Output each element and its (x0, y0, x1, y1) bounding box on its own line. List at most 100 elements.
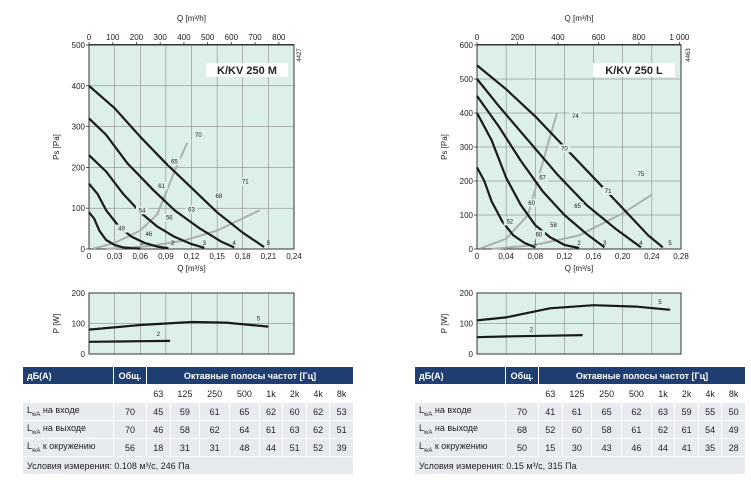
cell: 31 (169, 438, 201, 457)
top-tick-label: 400 (551, 33, 565, 42)
cell: 41 (538, 402, 563, 421)
y-tick-label: 300 (460, 143, 474, 152)
table-row: LwA на выходе 70 46 58 62 64 61 63 62 51 (22, 420, 354, 439)
top-axis-title: Q [m³/h] (565, 14, 594, 23)
annotation-bg (192, 130, 205, 139)
band-label: 8k (721, 384, 746, 403)
power-axis-title: P [W] (440, 314, 449, 333)
band-label: 1k (258, 384, 284, 403)
noise-annotation: 65 (574, 204, 581, 210)
power-y-tick-label: 100 (72, 320, 86, 329)
chart-code: 4463 (686, 48, 692, 62)
annotation-bg (532, 230, 545, 239)
noise-annotation: 56 (166, 216, 173, 222)
fan-curve-4 (88, 117, 235, 249)
cell: 62 (258, 402, 284, 421)
cell: 18 (146, 438, 171, 457)
cell: 63 (650, 402, 676, 421)
annotation-bg (239, 177, 252, 186)
y-tick-label: 500 (72, 41, 86, 50)
top-tick-label: 800 (272, 33, 286, 42)
power-curve-label: 2 (530, 327, 534, 333)
power-axis-title: P [W] (52, 314, 61, 333)
top-axis-title: Q [m³/h] (177, 14, 206, 23)
annotation-bg (536, 173, 549, 182)
cell: 43 (591, 438, 623, 457)
cell: 52 (538, 420, 563, 439)
annotation-bg (163, 213, 176, 222)
curve-label: 2 (577, 241, 581, 247)
row-label: LwA на выходе (414, 420, 506, 439)
y-tick-label: 300 (72, 123, 86, 132)
x-tick-label: 0,04 (498, 252, 514, 261)
band-label: 125 (169, 384, 201, 403)
annotation-bg (142, 229, 155, 238)
y-tick-label: 500 (460, 75, 474, 84)
fan-curve-1 (476, 166, 536, 249)
x-tick-label: 0 (475, 252, 480, 261)
curve-label: 3 (603, 241, 607, 247)
table-row: LwA на входе 70 41 61 65 62 63 59 55 50 (414, 402, 746, 421)
cell: 46 (621, 438, 652, 457)
table-row: LwA на выходе 68 52 60 58 61 62 61 54 49 (414, 420, 746, 439)
noise-annotation: 70 (195, 133, 202, 139)
band-label: 2k (674, 384, 699, 403)
cell: 62 (621, 402, 652, 421)
cell: 15 (538, 438, 563, 457)
fan-curve-5 (476, 64, 664, 249)
cell: 61 (199, 402, 231, 421)
cell: 65 (591, 402, 623, 421)
noise-annotation: 71 (605, 189, 612, 195)
power-curve-5 (88, 320, 269, 331)
y-tick-label: 400 (72, 82, 86, 91)
cell: 35 (697, 438, 723, 457)
cell: 30 (561, 438, 593, 457)
cell: 61 (621, 420, 652, 439)
table-row: LwA на входе 70 45 59 61 65 62 60 62 53 (22, 402, 354, 421)
power-curve-2 (476, 334, 583, 339)
row-label: LwA на входе (22, 402, 114, 421)
table-band-row: 63 125 250 500 1k 2k 4k 8k (414, 384, 746, 403)
model-label-bg (206, 63, 288, 77)
top-tick-label: 1 000 (669, 33, 690, 42)
top-tick-label: 200 (511, 33, 525, 42)
fan-curve-2 (476, 112, 580, 250)
noise-annotation: 60 (536, 232, 543, 238)
annotation-bg (168, 157, 181, 166)
band-label: 250 (199, 384, 231, 403)
table-band-row: 63 125 250 500 1k 2k 4k 8k (22, 384, 354, 403)
table-header-bands: Октавные полосы частот [Гц] (146, 366, 354, 385)
power-curve-2 (88, 339, 171, 343)
x-tick-label: 0,24 (644, 252, 660, 261)
x-tick-label: 0 (87, 252, 92, 261)
curve-label: 4 (639, 241, 643, 247)
cell: 54 (697, 420, 723, 439)
power-curve-5 (476, 304, 671, 322)
band-label: 500 (229, 384, 260, 403)
cell: 63 (282, 420, 307, 439)
y-tick-label: 0 (81, 245, 86, 254)
annotation-bg (212, 192, 225, 200)
y-tick-label: 200 (72, 163, 86, 172)
x-tick-label: 0,18 (235, 252, 251, 261)
row-total: 70 (113, 420, 147, 439)
table-header-total: Общ. (113, 366, 147, 385)
curve-label: 5 (267, 241, 271, 247)
top-tick-label: 0 (87, 33, 92, 42)
power-curve-label: 5 (257, 317, 261, 323)
cell: 62 (305, 420, 331, 439)
cell: 62 (650, 420, 676, 439)
table-conditions-row: Условия измерения: 0.108 м³/с, 246 Па (22, 456, 354, 475)
top-tick-label: 0 (475, 33, 480, 42)
top-tick-label: 100 (106, 33, 120, 42)
x-tick-label: 0,08 (527, 252, 543, 261)
cell: 61 (258, 420, 284, 439)
fan-curve-1 (88, 211, 141, 250)
row-label: LwA к окружению (414, 438, 506, 457)
cell: 28 (721, 438, 746, 457)
noise-annotation: 60 (528, 201, 535, 207)
power-curve-label: 2 (157, 332, 161, 338)
table-row: LwA к окружению 50 15 30 43 46 44 41 35 … (414, 438, 746, 457)
annotation-bg (503, 217, 516, 226)
